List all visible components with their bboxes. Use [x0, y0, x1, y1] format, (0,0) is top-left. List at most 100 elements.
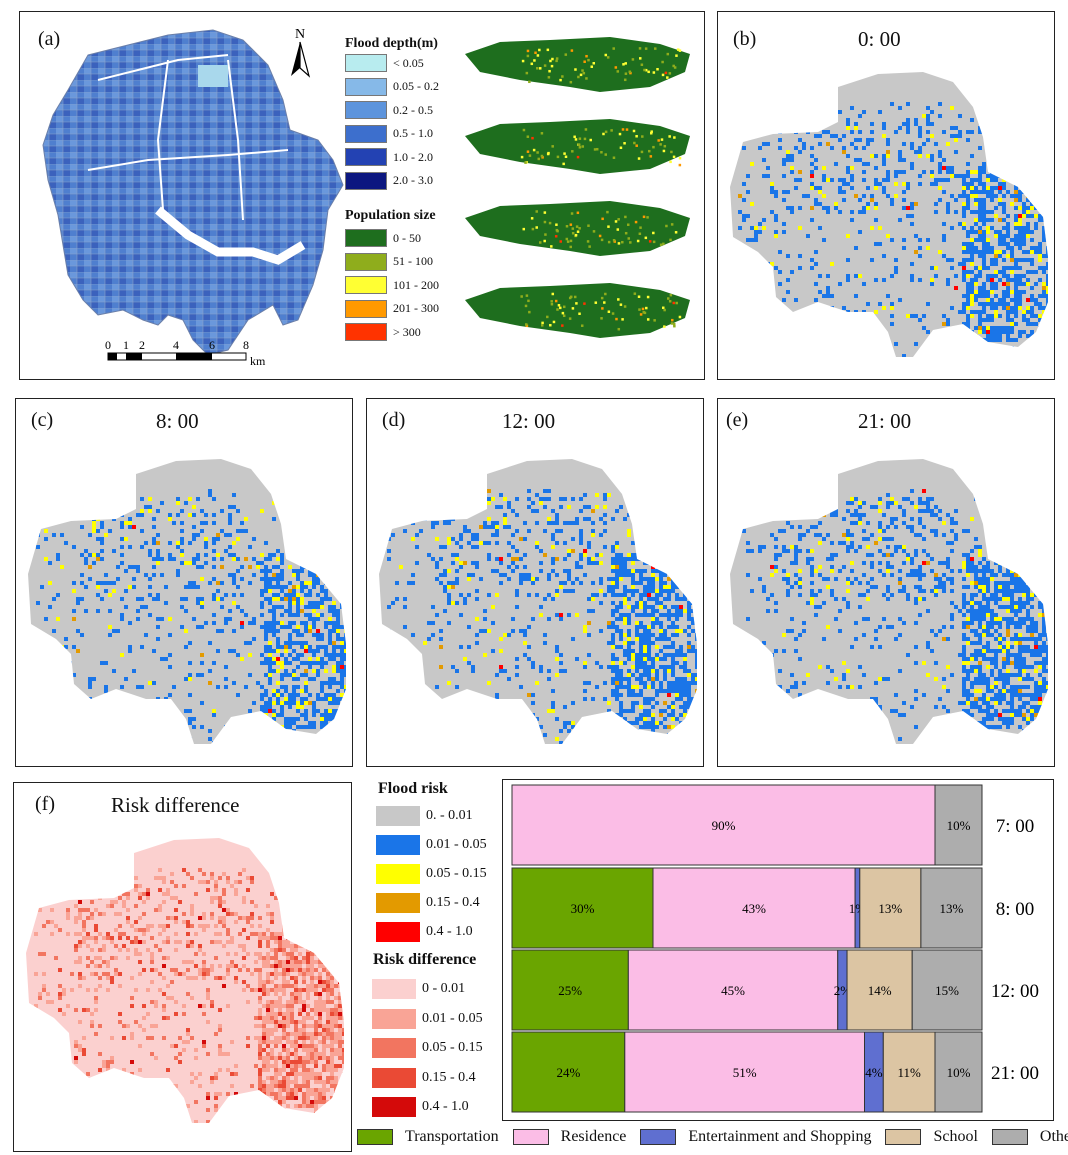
- panel-c-time: 8: 00: [156, 409, 199, 433]
- chart-legend-swatch: [640, 1129, 677, 1145]
- chart-legend-swatch: [512, 1129, 549, 1145]
- panel-c-label: (c): [31, 409, 54, 431]
- city-boundary: [28, 459, 346, 744]
- scale-tick-0: 0: [105, 338, 111, 352]
- bar-segment: [652, 867, 856, 949]
- population-swatch: [345, 229, 387, 247]
- panel-a: (a) N 0 1 2 4 6 8 km Flood depth(m: [19, 11, 705, 380]
- north-arrow: N: [291, 27, 311, 78]
- population-map-4: [465, 283, 690, 338]
- flood-risk-item: 0.05 - 0.15: [376, 864, 487, 884]
- flood-risk-swatch: [376, 864, 420, 884]
- panel-f-title: Risk difference: [111, 793, 240, 817]
- flood-depth-label: 0.2 - 0.5: [393, 102, 433, 117]
- chart-legend-label: Residence: [560, 1128, 627, 1145]
- population-title: Population size: [345, 208, 436, 223]
- scale-unit: km: [250, 354, 266, 368]
- flood-depth-label: 2.0 - 3.0: [393, 173, 433, 187]
- panel-b-label: (b): [733, 28, 757, 50]
- category-label: 7: 00: [996, 816, 1035, 837]
- panel-a-label: (a): [38, 28, 61, 50]
- chart-legend-swatch: [357, 1129, 393, 1145]
- chart-legend-label: Entertainment and Shopping: [688, 1128, 872, 1145]
- chart-legend-item: Entertainment and Shopping: [640, 1128, 871, 1146]
- risk-diff-swatch: [372, 1008, 416, 1029]
- flood-risk-swatch: [376, 806, 420, 826]
- bar-segment: [859, 867, 922, 949]
- flood-risk-swatch: [376, 893, 420, 913]
- flood-depth-swatch: [345, 54, 387, 72]
- chart-legend-item: Transportation: [357, 1128, 499, 1146]
- flood-depth-swatch: [345, 124, 387, 143]
- bar-segment: [511, 867, 654, 949]
- bar-data-label: 13%: [940, 901, 964, 916]
- bar-data-label: 10%: [947, 818, 971, 833]
- bar-segment: [511, 784, 936, 866]
- bar-segment: [934, 1031, 983, 1113]
- population-map-3: [465, 201, 690, 256]
- flood-depth-item: < 0.05: [345, 54, 424, 72]
- population-item: 201 - 300: [345, 299, 439, 318]
- flood-risk-title: Flood risk: [378, 780, 448, 797]
- flood-risk-label: 0.05 - 0.15: [426, 866, 487, 881]
- flood-depth-item: 0.05 - 0.2: [345, 77, 439, 96]
- flood-depth-item: 2.0 - 3.0: [345, 171, 433, 190]
- flood-depth-swatch: [345, 148, 387, 166]
- flood-depth-item: 0.2 - 0.5: [345, 101, 433, 119]
- panel-f: (f) Risk difference: [13, 782, 352, 1152]
- population-swatch: [345, 276, 387, 294]
- chart-legend-item: Residence: [512, 1128, 627, 1146]
- population-map-2: [465, 119, 690, 174]
- chart-legend-item: School: [885, 1128, 978, 1146]
- bar-data-label: 13%: [878, 901, 902, 916]
- population-label: 201 - 300: [393, 301, 439, 315]
- risk-diff-swatch: [372, 1067, 416, 1088]
- population-label: 0 - 50: [393, 230, 421, 245]
- flood-risk-label: 0.4 - 1.0: [426, 924, 473, 939]
- bar-data-label: 25%: [558, 983, 582, 998]
- chart-legend-label: Others: [1039, 1128, 1068, 1145]
- flood-depth-label: 0.5 - 1.0: [393, 126, 433, 140]
- category-label: 12: 00: [991, 981, 1039, 1002]
- light-zone: [198, 65, 228, 87]
- bar-data-label: 30%: [571, 901, 595, 916]
- population-swatch: [345, 323, 387, 341]
- bar-segment: [511, 1031, 626, 1113]
- bar-segment: [511, 949, 629, 1031]
- population-label: 101 - 200: [393, 277, 439, 292]
- bar-data-label: 10%: [947, 1065, 971, 1080]
- risk-diff-item: 0.05 - 0.15: [372, 1038, 483, 1058]
- panel-e-label: (e): [726, 409, 749, 431]
- panel-b: (b) 0: 00: [717, 11, 1055, 380]
- risk-diff-label: 0.05 - 0.15: [422, 1040, 483, 1055]
- population-item: 51 - 100: [345, 252, 433, 271]
- panel-b-time: 0: 00: [858, 27, 901, 51]
- population-swatch: [345, 252, 387, 271]
- chart-legend: Transportation Residence Entertainment and…: [357, 1125, 1068, 1149]
- flood-risk-label: 0.15 - 0.4: [426, 895, 480, 910]
- bar-data-label: 43%: [742, 901, 766, 916]
- panel-d-time: 12: 00: [502, 409, 556, 433]
- flood-depth-label: 1.0 - 2.0: [393, 149, 433, 164]
- risk-diff-title: Risk difference: [373, 951, 477, 968]
- chart-legend-item: Others: [991, 1128, 1068, 1146]
- population-swatch: [345, 299, 387, 318]
- risk-diff-swatch: [372, 1097, 416, 1117]
- flood-risk-item: 0.15 - 0.4: [376, 893, 480, 913]
- risk-diff-label: 0.01 - 0.05: [422, 1010, 483, 1026]
- scale-bar: 0 1 2 4 6 8 km: [105, 338, 266, 368]
- category-label: 21: 00: [991, 1063, 1039, 1084]
- risk-difference-map: [26, 838, 344, 1123]
- bar-data-label: 11%: [897, 1065, 921, 1080]
- category-label: 8: 00: [996, 899, 1035, 920]
- risk-diff-item: 0.4 - 1.0: [372, 1097, 469, 1117]
- flood-depth-swatch: [345, 77, 387, 96]
- bar-data-label: 45%: [721, 983, 745, 998]
- population-label: 51 - 100: [393, 254, 433, 268]
- risk-diff-item: 0.01 - 0.05: [372, 1008, 483, 1029]
- risk-diff-label: 0.4 - 1.0: [422, 1099, 469, 1114]
- flood-depth-item: 0.5 - 1.0: [345, 124, 433, 143]
- chart-legend-label: Transportation: [405, 1128, 499, 1145]
- scale-tick-8: 8: [243, 338, 249, 352]
